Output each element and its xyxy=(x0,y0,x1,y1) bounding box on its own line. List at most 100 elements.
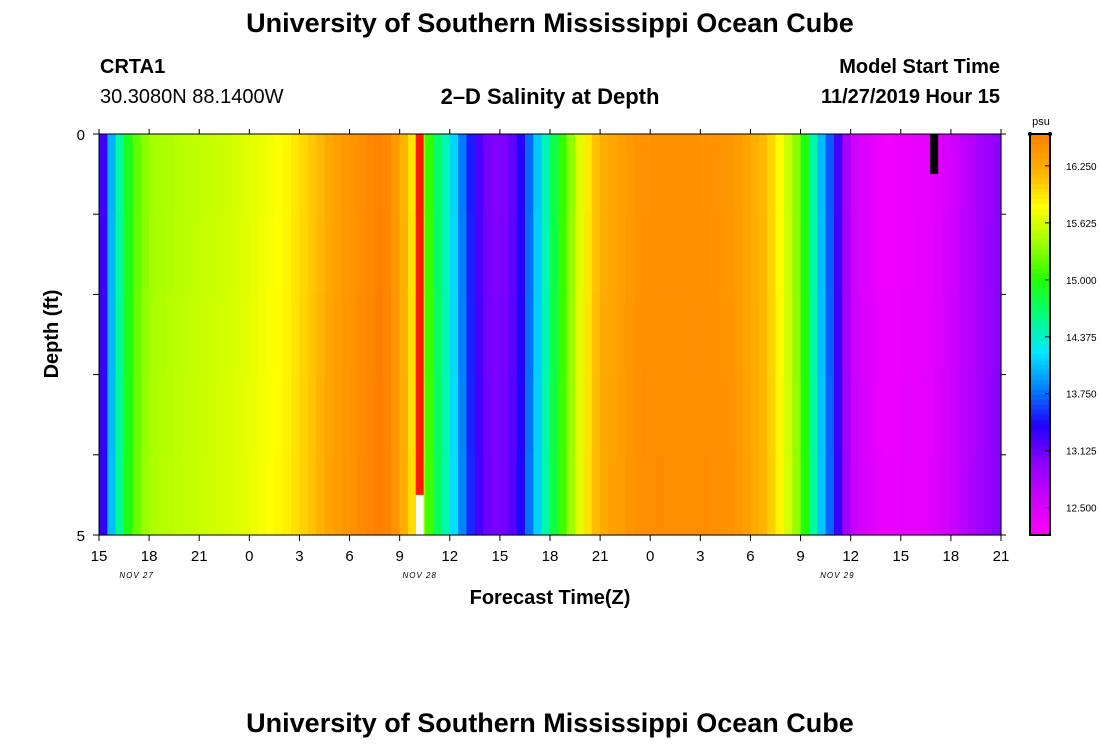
heatmap-cell xyxy=(199,134,209,215)
heatmap-cell xyxy=(566,294,576,376)
heatmap-cell xyxy=(341,294,351,376)
heatmap-cell xyxy=(240,294,250,376)
heatmap-cell xyxy=(491,214,501,295)
colorbar-segment xyxy=(1030,284,1050,290)
heatmap-cell xyxy=(107,454,117,536)
heatmap-cell xyxy=(900,374,910,456)
heatmap-cell xyxy=(182,294,192,376)
heatmap-cell xyxy=(967,214,977,295)
date-label: NOV 27 xyxy=(119,571,153,580)
heatmap-cell xyxy=(165,134,175,215)
colorbar-segment xyxy=(1030,264,1050,270)
heatmap-cell xyxy=(984,454,994,536)
heatmap-cell xyxy=(299,374,309,456)
heatmap-cell xyxy=(575,454,585,536)
no-data-mark xyxy=(930,134,939,175)
colorbar-segment xyxy=(1030,134,1050,140)
heatmap-cell xyxy=(257,454,267,536)
heatmap-cell xyxy=(341,214,351,295)
heatmap-cell xyxy=(332,134,342,215)
heatmap-cell xyxy=(433,214,443,295)
heatmap-cell xyxy=(942,214,952,295)
heatmap-cell xyxy=(199,454,209,536)
heatmap-cell xyxy=(282,294,292,376)
heatmap-cell xyxy=(533,214,543,295)
heatmap-cell xyxy=(683,134,693,215)
heatmap-cell xyxy=(99,214,108,295)
heatmap-cell xyxy=(149,374,159,456)
heatmap-cell xyxy=(441,134,451,215)
heatmap-cell xyxy=(633,294,643,376)
colorbar-label: 13.750 xyxy=(1066,390,1097,401)
heatmap-cell xyxy=(984,214,994,295)
heatmap-cell xyxy=(157,294,167,376)
heatmap-cell xyxy=(575,374,585,456)
heatmap-cell xyxy=(733,294,743,376)
colorbar-segment xyxy=(1030,364,1050,371)
heatmap-cell xyxy=(332,374,342,456)
colorbar-unit: psu xyxy=(1032,116,1050,128)
heatmap-cell xyxy=(700,134,710,215)
heatmap-cell xyxy=(825,454,835,536)
x-tick-label: 21 xyxy=(592,548,609,565)
heatmap-cell xyxy=(733,454,743,536)
heatmap-cell xyxy=(850,134,860,215)
x-tick-label: 15 xyxy=(91,548,108,565)
heatmap-cell xyxy=(199,214,209,295)
heatmap-cell xyxy=(975,294,985,376)
heatmap-cell xyxy=(633,134,643,215)
heatmap-cell xyxy=(332,214,342,295)
heatmap-cell xyxy=(224,454,234,536)
heatmap-cell xyxy=(274,134,284,215)
colorbar-segment xyxy=(1030,419,1050,426)
heatmap-cell xyxy=(583,454,593,536)
heatmap-cell xyxy=(767,374,777,456)
heatmap-cell xyxy=(249,134,259,215)
colorbar-segment xyxy=(1030,334,1050,341)
heatmap-cell xyxy=(433,454,443,536)
heatmap-cell xyxy=(508,294,518,376)
heatmap-cell xyxy=(867,214,877,295)
heatmap-cell xyxy=(541,454,551,536)
heatmap-cell xyxy=(708,454,718,536)
heatmap-cell xyxy=(884,214,894,295)
heatmap-cell xyxy=(892,294,902,376)
heatmap-cell xyxy=(224,294,234,376)
heatmap-cell xyxy=(817,134,827,215)
heatmap-cell xyxy=(516,134,526,215)
heatmap-cell xyxy=(792,454,802,536)
heatmap-cell xyxy=(374,214,384,295)
heatmap-cell xyxy=(917,214,927,295)
colorbar-segment xyxy=(1030,339,1050,346)
heatmap-cell xyxy=(132,134,142,215)
heatmap-cell xyxy=(99,294,108,376)
heatmap-cell xyxy=(708,214,718,295)
heatmap-cell xyxy=(817,374,827,456)
heatmap-cell xyxy=(616,214,626,295)
heatmap-cell xyxy=(992,294,1002,376)
heatmap-cell xyxy=(291,374,301,456)
heatmap-cell xyxy=(859,374,868,456)
heatmap-cell xyxy=(391,134,401,215)
heatmap-cell xyxy=(424,374,434,456)
heatmap-cell xyxy=(950,134,960,215)
heatmap-cell xyxy=(725,374,735,456)
heatmap-cell xyxy=(767,134,777,215)
heatmap-cell xyxy=(307,454,317,536)
heatmap-cell xyxy=(274,374,284,456)
heatmap-cell xyxy=(132,374,142,456)
heatmap-cell xyxy=(508,454,518,536)
heatmap-cell xyxy=(767,214,777,295)
heatmap-cell xyxy=(909,454,919,536)
heatmap-cell xyxy=(215,134,225,215)
date-label: NOV 28 xyxy=(402,571,436,580)
heatmap-cell xyxy=(115,214,125,295)
heatmap-cell xyxy=(600,294,610,376)
heatmap-cell xyxy=(558,374,568,456)
heatmap-cell xyxy=(608,214,618,295)
heatmap-cell xyxy=(499,374,509,456)
heatmap-cell xyxy=(892,374,902,456)
heatmap-cell xyxy=(633,214,643,295)
heatmap-cell xyxy=(174,214,184,295)
heatmap-cell xyxy=(950,374,960,456)
